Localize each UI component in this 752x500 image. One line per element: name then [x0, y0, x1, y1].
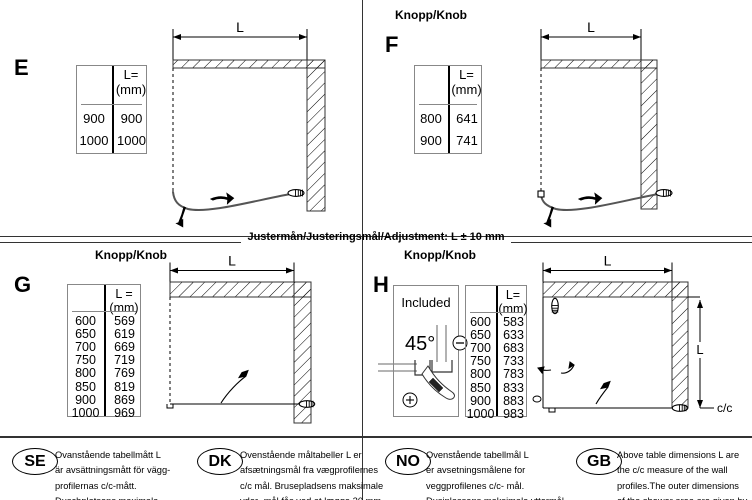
svg-text:45°: 45° [405, 333, 435, 355]
